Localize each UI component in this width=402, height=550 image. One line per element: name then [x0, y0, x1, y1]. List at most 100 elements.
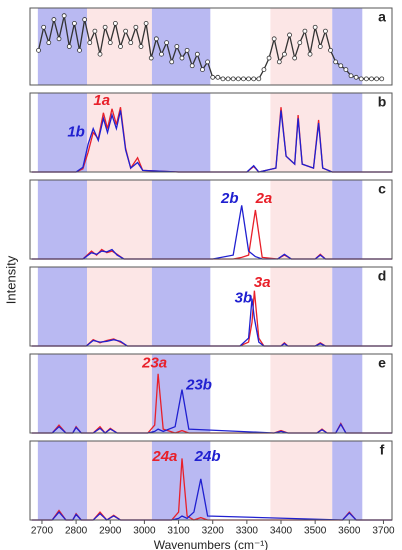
data-point — [246, 76, 251, 82]
data-point — [323, 28, 328, 34]
data-point — [169, 59, 175, 65]
data-point — [97, 51, 103, 57]
spectrum-line — [37, 15, 382, 80]
data-point — [266, 55, 272, 61]
panel-frame — [29, 7, 393, 86]
data-point — [56, 36, 62, 42]
peak-label: 3a — [254, 274, 271, 291]
data-point — [107, 40, 113, 46]
data-point — [328, 47, 333, 53]
region — [332, 354, 363, 433]
data-point — [200, 67, 205, 72]
data-point — [369, 76, 374, 82]
data-point — [287, 32, 292, 38]
region — [151, 180, 211, 259]
data-point — [348, 73, 354, 79]
region — [332, 180, 363, 259]
peak-label: 23b — [185, 377, 212, 394]
data-point — [282, 51, 287, 57]
data-point — [143, 20, 149, 26]
panel-frame — [29, 353, 393, 434]
region — [332, 267, 363, 346]
region — [270, 441, 333, 520]
region — [87, 354, 152, 433]
x-tick-label: 2900 — [99, 526, 122, 537]
data-point — [102, 24, 108, 30]
data-point — [307, 51, 313, 57]
region — [37, 93, 88, 172]
region — [87, 180, 152, 259]
data-point — [230, 76, 236, 82]
data-point — [271, 36, 277, 42]
region — [37, 267, 88, 346]
panel-label: c — [378, 181, 386, 197]
data-point — [194, 51, 200, 57]
y-axis-label: Intensity — [3, 255, 18, 304]
region — [332, 93, 363, 172]
data-point — [292, 55, 298, 61]
x-tick-label: 3700 — [372, 526, 395, 537]
panel-frame — [29, 92, 393, 173]
data-point — [153, 36, 159, 42]
peak-label: 1b — [67, 123, 85, 140]
data-point — [261, 67, 267, 72]
data-point — [77, 47, 82, 53]
data-point — [46, 40, 52, 46]
x-tick-label: 3600 — [338, 526, 361, 537]
data-point — [184, 47, 190, 53]
data-point — [338, 63, 344, 69]
region — [270, 8, 333, 85]
peak-label: 1a — [93, 92, 110, 109]
spectrum-line — [31, 389, 392, 434]
peak-label: 24b — [194, 448, 221, 465]
region — [151, 93, 211, 172]
region — [87, 441, 152, 520]
data-point — [205, 59, 210, 65]
data-point — [87, 40, 93, 46]
x-tick-label: 3100 — [167, 526, 190, 537]
data-point — [225, 76, 231, 82]
region — [87, 267, 152, 346]
data-point — [358, 76, 364, 82]
region — [270, 180, 333, 259]
peak-label: 2b — [220, 190, 239, 207]
data-point — [133, 24, 139, 30]
data-point — [112, 20, 118, 26]
x-tick-label: 2800 — [65, 526, 88, 537]
region — [37, 441, 88, 520]
region — [151, 8, 211, 85]
data-point — [138, 44, 144, 49]
peak-label: 24a — [151, 448, 177, 465]
data-point — [164, 40, 170, 46]
data-point — [333, 59, 339, 65]
data-point — [215, 74, 221, 80]
data-point — [363, 76, 369, 82]
data-point — [374, 76, 380, 82]
data-point — [61, 13, 67, 19]
data-point — [71, 20, 77, 26]
data-point — [353, 74, 359, 80]
panel-label: a — [378, 9, 386, 25]
data-point — [179, 55, 185, 61]
x-tick-label: 2700 — [31, 526, 54, 537]
region — [87, 93, 152, 172]
data-point — [51, 17, 57, 22]
data-point — [159, 51, 164, 57]
panel-frame — [29, 179, 393, 260]
x-tick-label: 3000 — [133, 526, 156, 537]
data-point — [251, 76, 257, 82]
data-point — [256, 76, 262, 82]
x-axis-label: Wavenumbers (cm⁻¹) — [154, 538, 269, 550]
region — [151, 267, 211, 346]
panel-frame — [29, 266, 393, 347]
region — [270, 267, 333, 346]
panel-label: d — [378, 268, 387, 284]
data-point — [66, 44, 72, 49]
data-point — [312, 24, 318, 30]
data-point — [276, 59, 282, 65]
region — [332, 441, 363, 520]
peak-label: 23a — [141, 354, 167, 371]
x-tick-label: 3500 — [304, 526, 327, 537]
data-point — [41, 24, 47, 30]
